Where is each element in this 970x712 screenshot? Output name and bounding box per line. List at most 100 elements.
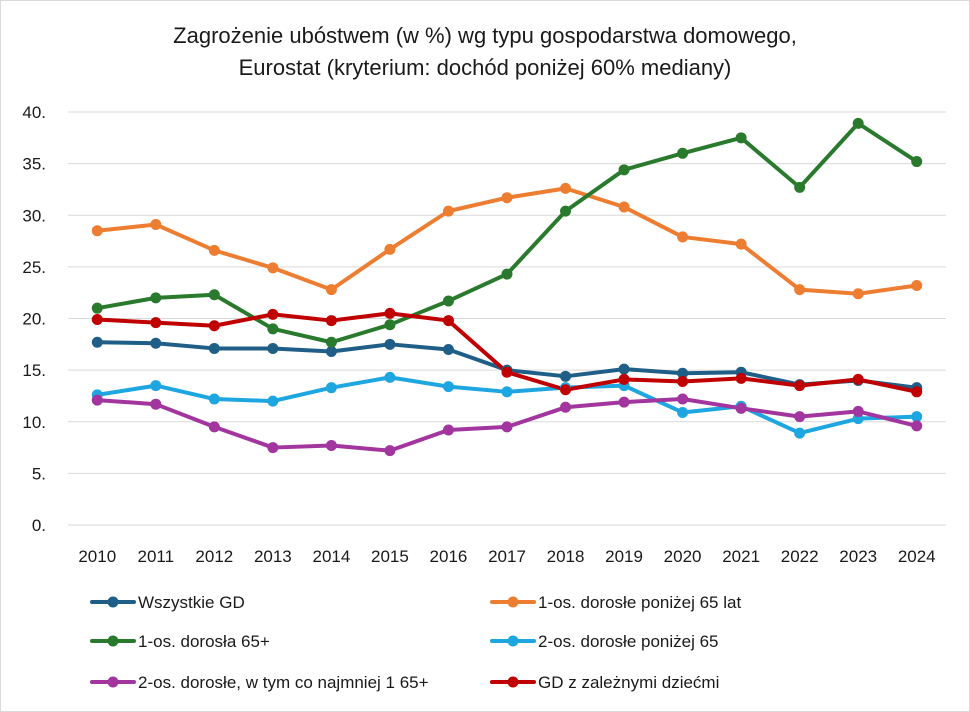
data-point <box>735 372 747 384</box>
data-point <box>501 268 513 280</box>
legend-label: 1-os. dorosła 65+ <box>138 632 270 651</box>
legend-swatch-marker <box>107 596 119 608</box>
data-point <box>677 231 689 243</box>
data-point <box>384 371 396 383</box>
data-point <box>91 302 103 314</box>
legend-swatch-marker <box>107 676 119 688</box>
x-tick-label: 2012 <box>195 547 233 566</box>
data-point <box>150 337 162 349</box>
legend-label: 2-os. dorosłe, w tym co najmniej 1 65+ <box>138 673 429 692</box>
data-point <box>325 382 337 394</box>
data-point <box>794 284 806 296</box>
chart-subtitle: Eurostat (kryterium: dochód poniżej 60% … <box>238 55 732 80</box>
data-point <box>501 192 513 204</box>
data-point <box>442 315 454 327</box>
y-tick-label: 10. <box>22 413 46 432</box>
data-point <box>325 346 337 358</box>
legend: Wszystkie GD 1-os. dorosłe poniżej 65 lat… <box>90 593 741 692</box>
data-point <box>267 323 279 335</box>
data-point <box>442 424 454 436</box>
data-point <box>618 164 630 176</box>
legend-label: 1-os. dorosłe poniżej 65 lat <box>538 593 741 612</box>
data-point <box>150 398 162 410</box>
data-point <box>735 238 747 250</box>
data-point <box>91 225 103 237</box>
legend-label: 2-os. dorosłe poniżej 65 <box>538 632 719 651</box>
data-point <box>325 439 337 451</box>
x-tick-label: 2010 <box>78 547 116 566</box>
data-point <box>852 405 864 417</box>
data-point <box>208 421 220 433</box>
data-point <box>677 147 689 159</box>
series-line <box>95 121 919 345</box>
data-point <box>911 420 923 432</box>
data-point <box>208 289 220 301</box>
data-point <box>735 132 747 144</box>
series-lines <box>95 121 919 453</box>
data-point <box>560 182 572 194</box>
x-tick-label: 2014 <box>312 547 350 566</box>
legend-label: Wszystkie GD <box>138 593 245 612</box>
data-point <box>618 201 630 213</box>
data-point <box>911 411 923 423</box>
data-point <box>852 117 864 129</box>
y-tick-label: 20. <box>22 310 46 329</box>
data-point <box>560 384 572 396</box>
x-tick-label: 2013 <box>254 547 292 566</box>
data-point <box>267 308 279 320</box>
data-point <box>852 288 864 300</box>
y-tick-label: 5. <box>32 464 46 483</box>
data-point <box>442 205 454 217</box>
data-point <box>267 395 279 407</box>
data-point <box>384 319 396 331</box>
data-point <box>794 427 806 439</box>
x-tick-label: 2015 <box>371 547 409 566</box>
x-axis-tick-labels: 2010 2011 2012 2013 2014 2015 2016 2017 2018 2019… <box>78 547 935 566</box>
data-point <box>267 262 279 274</box>
data-point <box>208 320 220 332</box>
data-point <box>442 343 454 355</box>
data-point <box>677 367 689 379</box>
data-point <box>618 373 630 385</box>
data-point <box>150 380 162 392</box>
data-point <box>794 411 806 423</box>
data-point <box>560 205 572 217</box>
data-point <box>208 393 220 405</box>
x-tick-label: 2021 <box>722 547 760 566</box>
data-point <box>677 393 689 405</box>
data-point <box>911 279 923 291</box>
x-tick-label: 2020 <box>664 547 702 566</box>
data-point <box>560 401 572 413</box>
y-tick-label: 0. <box>32 516 46 535</box>
legend-swatch-marker <box>107 635 119 647</box>
data-point <box>267 442 279 454</box>
data-point <box>501 421 513 433</box>
chart-title-block: Zagrożenie ubóstwem (w %) wg typu gospod… <box>0 20 970 84</box>
data-point <box>325 284 337 296</box>
data-point <box>325 315 337 327</box>
data-point <box>501 386 513 398</box>
data-point <box>794 380 806 392</box>
data-point <box>735 402 747 414</box>
series-points <box>91 117 923 457</box>
data-point <box>618 396 630 408</box>
data-point <box>618 363 630 375</box>
legend-swatch-marker <box>507 676 519 688</box>
y-axis-tick-labels: 0. 5. 10. 15. 20. 25. 30. 35. 40. <box>22 103 46 535</box>
data-point <box>325 336 337 348</box>
data-point <box>442 295 454 307</box>
y-tick-label: 40. <box>22 103 46 122</box>
y-tick-label: 35. <box>22 155 46 174</box>
data-point <box>384 445 396 457</box>
chart-title: Zagrożenie ubóstwem (w %) wg typu gospod… <box>173 23 797 48</box>
x-tick-label: 2017 <box>488 547 526 566</box>
data-point <box>208 342 220 354</box>
data-point <box>911 156 923 168</box>
x-tick-label: 2019 <box>605 547 643 566</box>
x-tick-label: 2016 <box>430 547 468 566</box>
data-point <box>442 381 454 393</box>
data-point <box>150 292 162 304</box>
x-tick-label: 2022 <box>781 547 819 566</box>
